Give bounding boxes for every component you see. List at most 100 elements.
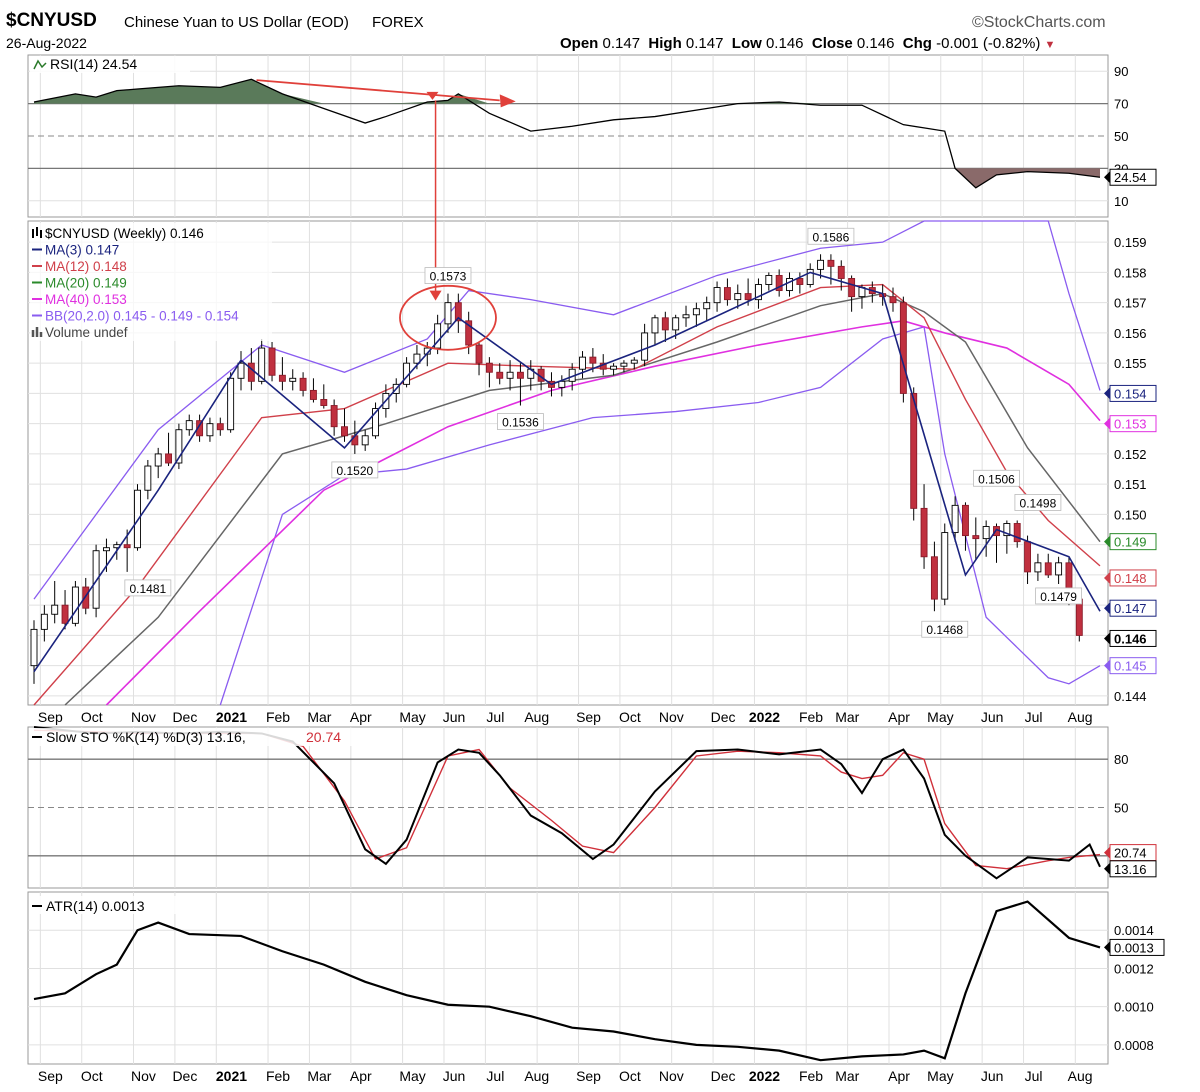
candle-down <box>496 371 504 379</box>
candle-up <box>579 356 586 370</box>
peak-circle <box>399 284 497 351</box>
candle-down <box>516 371 524 379</box>
x-axis-label: May <box>927 709 953 725</box>
candle-up <box>558 380 566 388</box>
candle-up <box>651 317 659 334</box>
candle-up <box>71 586 79 624</box>
candle-up <box>258 347 266 382</box>
price-annotation: 0.1536 <box>502 416 539 430</box>
candle-up <box>951 504 959 534</box>
price-badge-pointer <box>1104 417 1110 430</box>
atr-legend-bg <box>30 896 190 914</box>
candle-up <box>806 268 814 285</box>
price-annotation: 0.1479 <box>1040 590 1077 604</box>
symbol-title: $CNYUSD <box>6 10 97 31</box>
candle-up <box>703 302 711 310</box>
x-axis-label: Oct <box>619 709 641 725</box>
candle-down <box>278 374 286 382</box>
candle-down <box>341 426 348 437</box>
x-axis-label-bottom: 2021 <box>216 1068 247 1084</box>
chg-value: -0.001 (-0.82%) <box>936 35 1041 52</box>
candle-up <box>361 435 369 446</box>
candle-up <box>289 377 297 382</box>
x-axis-label: 2022 <box>749 709 780 725</box>
sto-badge-value: 20.74 <box>1114 846 1147 861</box>
candle-down <box>123 544 131 549</box>
price-annotation-box <box>921 620 969 638</box>
x-axis-label: Nov <box>659 709 684 725</box>
atr-line <box>33 900 1101 1062</box>
candle-legend-icon <box>32 227 42 238</box>
candle-down <box>268 347 276 376</box>
price-annotation: 0.1586 <box>813 230 850 244</box>
x-axis-label: Sep <box>38 709 63 725</box>
candle-down <box>910 392 918 509</box>
rsi-to-price-arrowhead <box>429 290 442 301</box>
candle-up <box>154 453 162 467</box>
price-badge-value: 0.148 <box>1114 571 1147 586</box>
candle-up <box>755 284 762 301</box>
x-axis-label: Aug <box>1068 709 1093 725</box>
candle-down <box>796 278 804 285</box>
price-badge-value: 0.149 <box>1114 535 1147 550</box>
ma20-line <box>64 292 1101 706</box>
x-axis-label-bottom: Jun <box>443 1068 466 1084</box>
price-legend-bg <box>30 223 272 341</box>
price-badge-pointer <box>1104 632 1110 645</box>
x-axis-label-bottom: Aug <box>524 1068 549 1084</box>
x-axis-label: Dec <box>711 709 736 725</box>
atr-badge-value: 0.0013 <box>1114 940 1154 955</box>
sto-tick-label: 80 <box>1114 752 1128 767</box>
price-badge-pointer <box>1104 571 1110 584</box>
price-tick-label: 0.152 <box>1114 447 1147 462</box>
sto-badge-pointer <box>1104 862 1110 875</box>
candle-up <box>692 308 700 316</box>
x-axis-label-bottom: Sep <box>38 1068 63 1084</box>
ohlc-readout: Open 0.147 High 0.147 Low 0.146 Close 0.… <box>560 35 1055 52</box>
candle-up <box>185 420 193 431</box>
price-legend-item: Volume undef <box>45 325 128 340</box>
ma12-line <box>33 283 1101 706</box>
sto-tick-label: 50 <box>1114 801 1128 816</box>
x-axis-label-bottom: Aug <box>1068 1068 1093 1084</box>
price-badge-value: 0.146 <box>1114 631 1147 646</box>
price-legend-item: MA(12) 0.148 <box>45 259 127 274</box>
chart-date: 26-Aug-2022 <box>6 35 87 51</box>
price-tick-label: 0.150 <box>1114 507 1147 522</box>
rsi-divergence-arrow <box>256 79 500 102</box>
sto-badge-pointer <box>1104 846 1110 859</box>
atr-tick-label: 0.0012 <box>1114 961 1154 976</box>
candle-up <box>682 314 690 319</box>
price-badge-pointer <box>1104 602 1110 615</box>
candle-up <box>941 532 949 600</box>
candle-down <box>827 259 835 267</box>
candle-down <box>920 507 928 558</box>
price-badge-value: 0.153 <box>1114 417 1147 432</box>
x-axis-label-bottom: May <box>927 1068 953 1084</box>
candle-up <box>1003 523 1011 537</box>
volume-legend-icon <box>31 327 43 337</box>
candle-up <box>102 547 110 552</box>
rsi-badge-pointer <box>1104 171 1110 184</box>
candle-up <box>641 332 649 361</box>
candle-down <box>216 423 224 431</box>
x-axis-label-bottom: Oct <box>81 1068 103 1084</box>
close-value: 0.146 <box>856 35 895 52</box>
x-axis-label: Jul <box>1025 709 1043 725</box>
price-tick-label: 0.155 <box>1114 356 1147 371</box>
price-badge-value: 0.145 <box>1114 659 1147 674</box>
price-annotation-box <box>124 579 172 597</box>
candle-up <box>175 429 183 464</box>
price-badge-value: 0.147 <box>1114 601 1147 616</box>
price-annotation-box <box>331 461 379 479</box>
atr-tick-label: 0.0008 <box>1114 1038 1154 1053</box>
rsi-legend-bg <box>30 56 190 73</box>
candle-down <box>744 293 752 301</box>
sto-legend-bg <box>30 728 368 746</box>
candle-up <box>92 550 100 609</box>
close-label: Close <box>811 35 853 52</box>
rsi-oversold-fill <box>34 168 1100 188</box>
price-annotation: 0.1468 <box>926 623 963 637</box>
price-annotation-box <box>1014 494 1062 511</box>
